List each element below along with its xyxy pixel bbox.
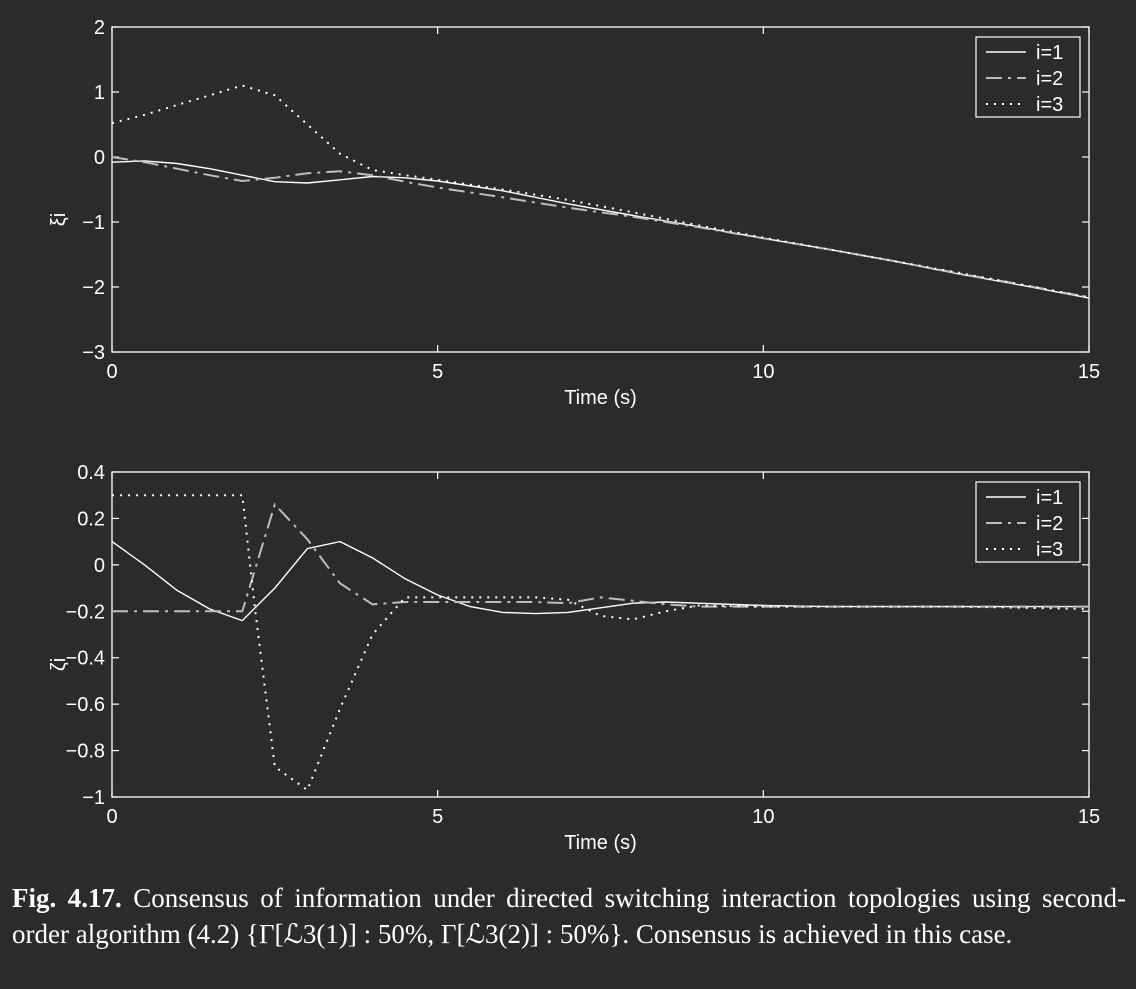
x-axis-label: Time (s) bbox=[564, 387, 637, 409]
caption-label: Fig. 4.17. bbox=[12, 883, 122, 913]
y-tick-label: −1 bbox=[82, 212, 105, 234]
legend-entry: i=3 bbox=[1036, 539, 1063, 561]
legend-entry: i=1 bbox=[1036, 42, 1063, 64]
y-tick-label: −0.4 bbox=[66, 648, 105, 670]
y-tick-label: 0.4 bbox=[77, 462, 105, 484]
x-tick-label: 0 bbox=[106, 361, 117, 383]
x-tick-label: 0 bbox=[106, 806, 117, 828]
y-tick-label: −0.2 bbox=[66, 601, 105, 623]
series-line-3 bbox=[111, 84, 1090, 299]
y-tick-label: 0 bbox=[94, 147, 105, 169]
y-axis-label: ζi bbox=[48, 658, 70, 671]
legend: i=1 i=2 i=3 bbox=[975, 36, 1081, 118]
legend-entry: i=1 bbox=[1036, 487, 1063, 509]
y-tick-label: 0 bbox=[94, 555, 105, 577]
legend-entry: i=2 bbox=[1036, 513, 1063, 535]
legend: i=1 i=2 i=3 bbox=[975, 481, 1081, 563]
y-tick-label: −1 bbox=[82, 787, 105, 809]
plot-frame bbox=[111, 471, 1090, 798]
series-line-3 bbox=[112, 494, 1090, 792]
y-tick-label: 0.2 bbox=[77, 508, 105, 530]
y-tick-label: −0.8 bbox=[66, 741, 105, 763]
legend-entry: i=2 bbox=[1036, 68, 1063, 90]
y-tick-label: −3 bbox=[82, 342, 105, 364]
series-line-1 bbox=[111, 160, 1090, 299]
y-axis-label: ξi bbox=[48, 213, 70, 226]
figure-caption: Fig. 4.17. Consensus of information unde… bbox=[12, 880, 1126, 952]
chart-2: 0 5 10 15 0.4 0.2 0 −0.2 −0.4 −0.6 −0.8 −1 Time (s) ζ… bbox=[48, 462, 1100, 854]
y-tick-label: 2 bbox=[94, 17, 105, 39]
y-tick-label: 1 bbox=[94, 82, 105, 104]
plot-frame bbox=[111, 26, 1090, 353]
series-line-1 bbox=[111, 540, 1089, 622]
x-tick-label: 15 bbox=[1078, 361, 1100, 383]
x-tick-label: 10 bbox=[752, 806, 774, 828]
x-axis-label: Time (s) bbox=[564, 832, 637, 854]
y-tick-label: −2 bbox=[82, 277, 105, 299]
x-tick-label: 15 bbox=[1078, 806, 1100, 828]
series-line-2 bbox=[112, 502, 1089, 613]
x-tick-label: 5 bbox=[432, 361, 443, 383]
y-tick-label: −0.6 bbox=[66, 694, 105, 716]
caption-text: Consensus of information under directed … bbox=[12, 883, 1127, 949]
x-tick-label: 10 bbox=[752, 361, 774, 383]
x-tick-label: 5 bbox=[432, 806, 443, 828]
legend-entry: i=3 bbox=[1036, 94, 1063, 116]
